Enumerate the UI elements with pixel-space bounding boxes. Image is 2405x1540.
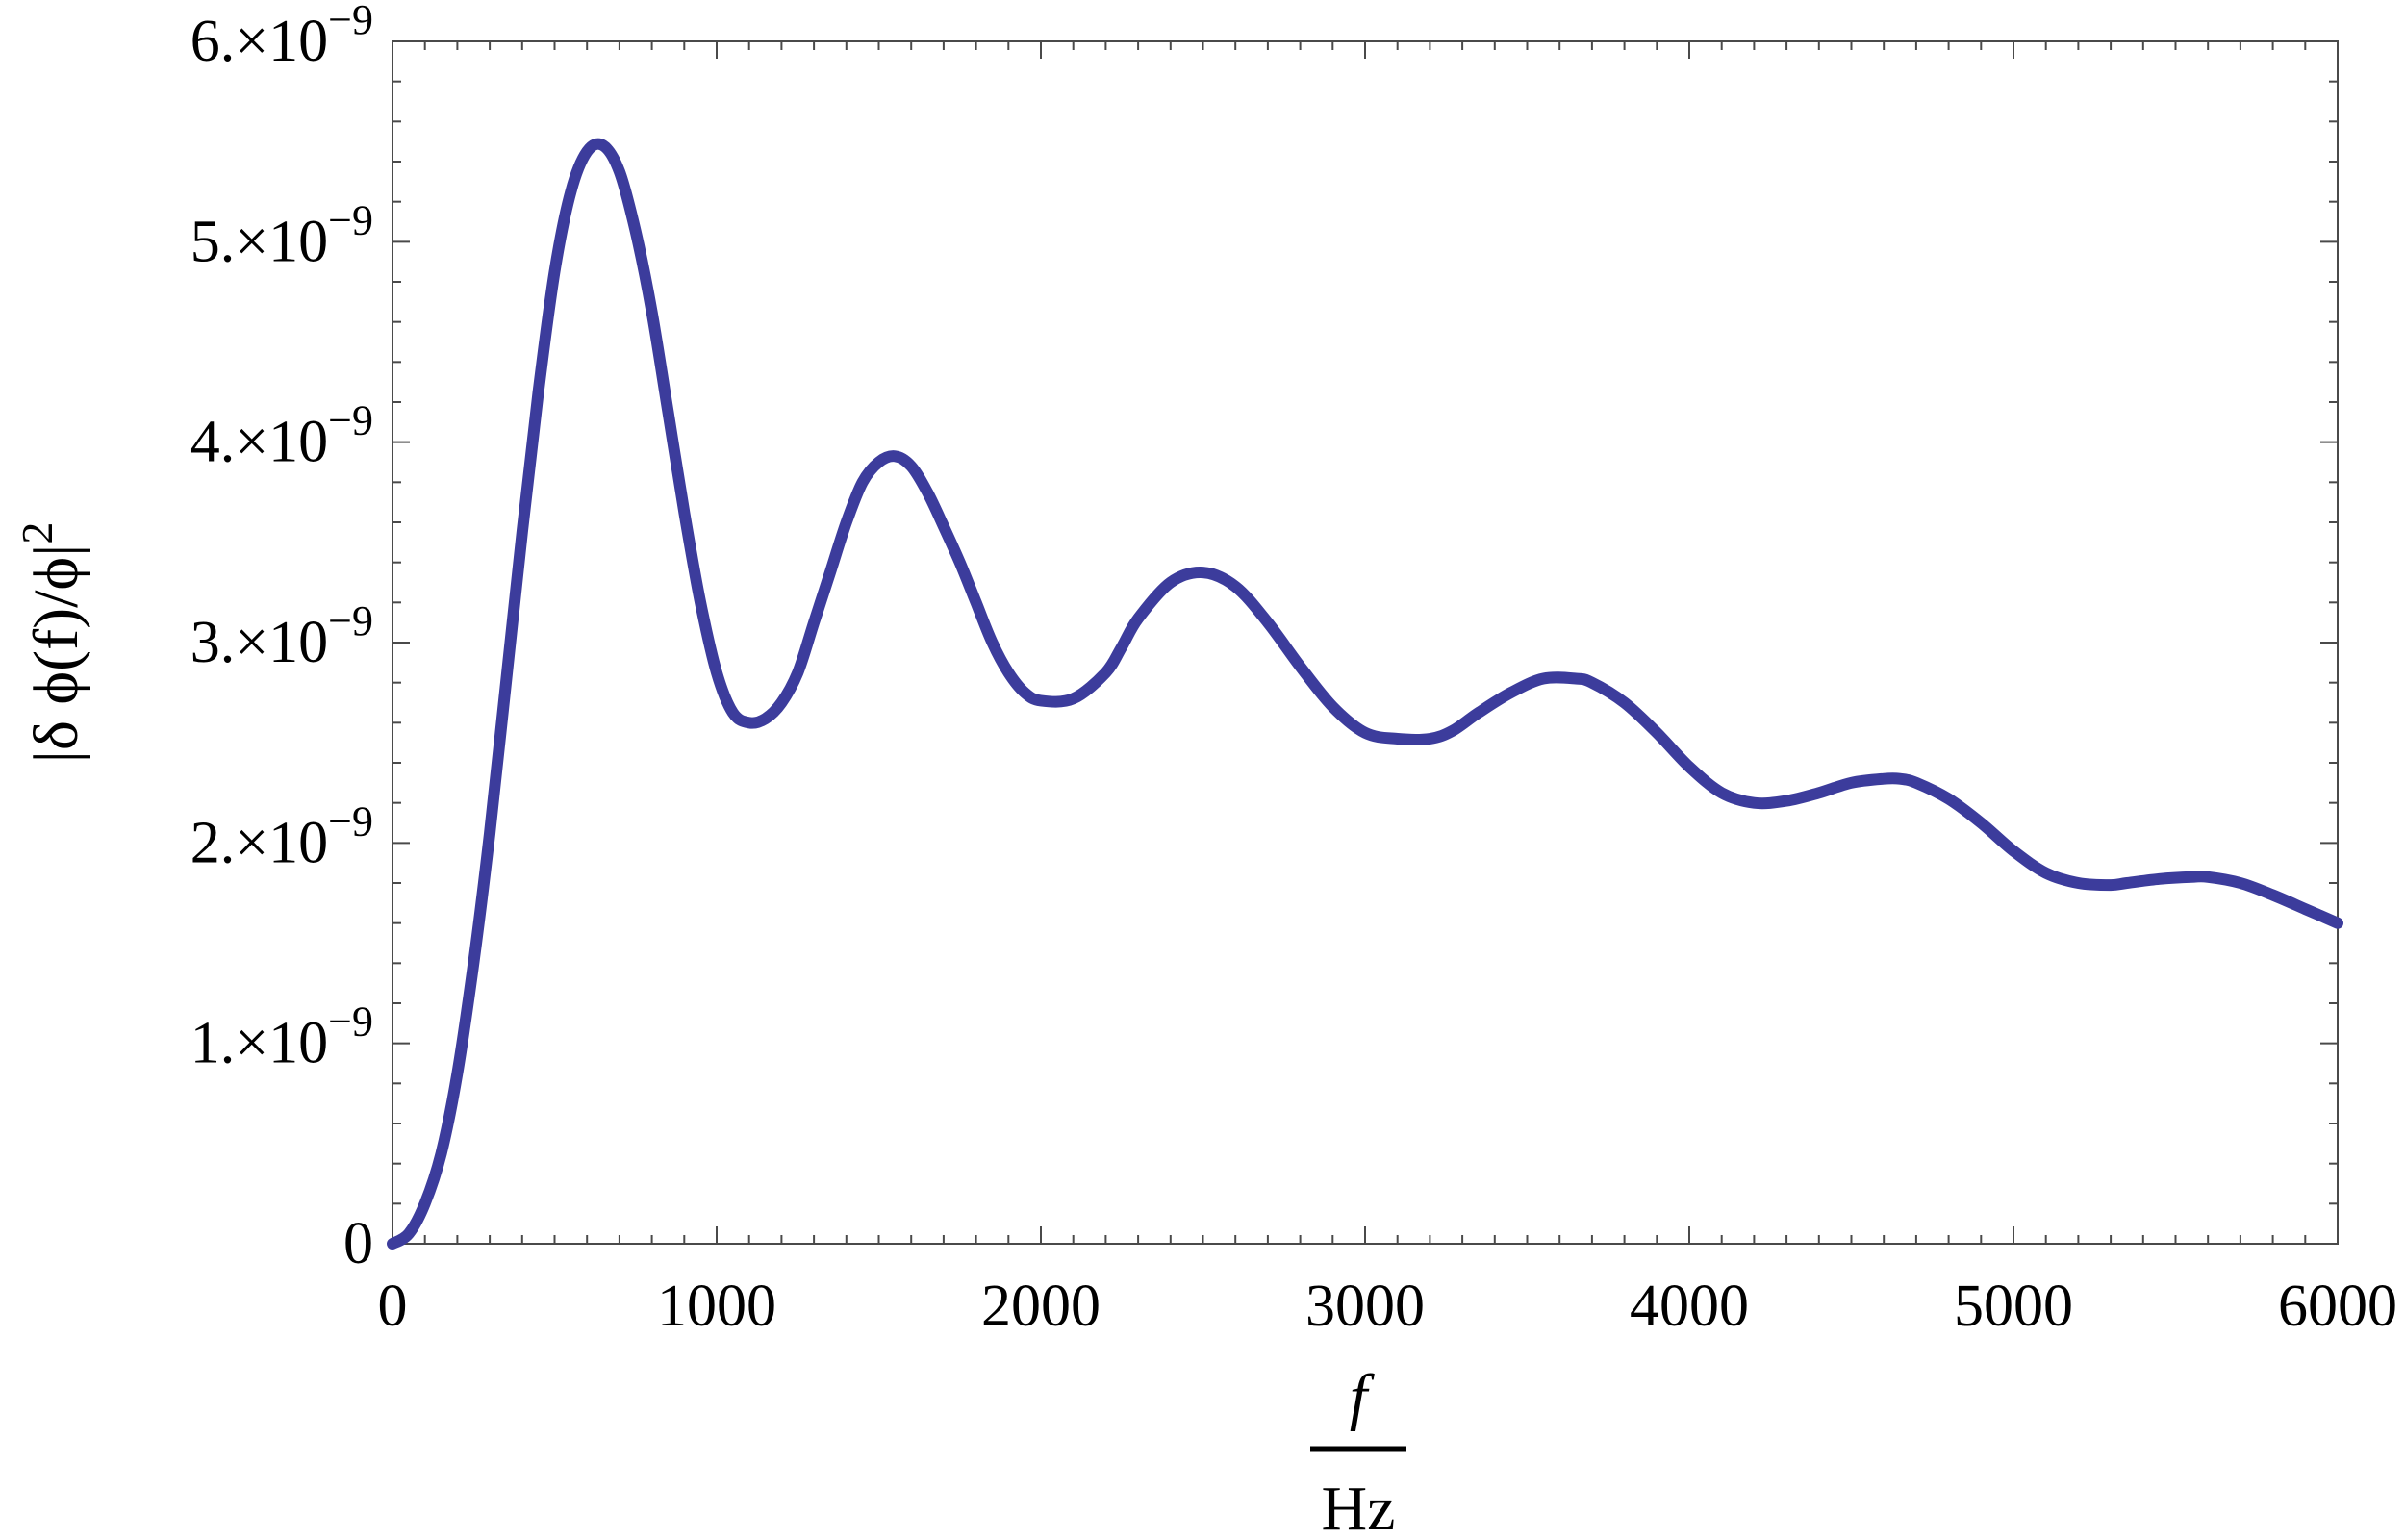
x-minor-ticks [392,41,2339,1244]
y-tick-label: 2.×10−9 [190,797,373,875]
y-tick-labels: 01.×10−92.×10−93.×10−94.×10−95.×10−96.×1… [190,0,373,1276]
y-tick-exponent: −9 [328,0,373,43]
y-tick-mantissa: 1.×10 [190,1011,328,1076]
y-tick-label: 0 [343,1211,373,1276]
x-tick-label: 0 [378,1274,408,1339]
y-tick-exponent: −9 [328,998,373,1046]
x-axis-title-numerator: f [1350,1362,1375,1432]
y-tick-exponent: −9 [328,196,373,243]
y-tick-exponent: −9 [328,597,373,644]
y-tick-label: 3.×10−9 [190,597,373,675]
x-tick-labels: 0 1000 2000 3000 4000 5000 6000 [378,1274,2398,1339]
y-tick-mantissa: 4.×10 [190,410,328,475]
y-tick-mantissa: 0 [343,1211,373,1276]
y-tick-label: 5.×10−9 [190,196,373,274]
y-tick-mantissa: 6.×10 [190,9,328,74]
y-axis-title-text: |δ ϕ(f)/ϕ| [21,544,91,764]
y-axis-title: |δ ϕ(f)/ϕ|2 [13,522,91,764]
x-axis-title-denominator: Hz [1322,1474,1396,1540]
y-tick-label: 1.×10−9 [190,998,373,1076]
y-tick-label: 6.×10−9 [190,0,373,74]
y-tick-exponent: −9 [328,397,373,444]
x-tick-label: 1000 [657,1274,776,1339]
y-tick-mantissa: 2.×10 [190,810,328,875]
y-minor-ticks [392,40,2338,1245]
y-tick-mantissa: 3.×10 [190,610,328,675]
y-tick-label: 4.×10−9 [190,397,373,475]
x-tick-label: 3000 [1305,1274,1425,1339]
y-tick-mantissa: 5.×10 [190,209,328,274]
x-tick-label: 2000 [981,1274,1101,1339]
y-tick-exponent: −9 [328,797,373,845]
x-tick-label: 6000 [2278,1274,2397,1339]
y-axis-title-superscript: 2 [13,522,62,544]
x-tick-label: 4000 [1630,1274,1749,1339]
series-line [387,138,2343,1250]
plot-frame [392,40,2339,1245]
x-tick-label: 5000 [1954,1274,2073,1339]
